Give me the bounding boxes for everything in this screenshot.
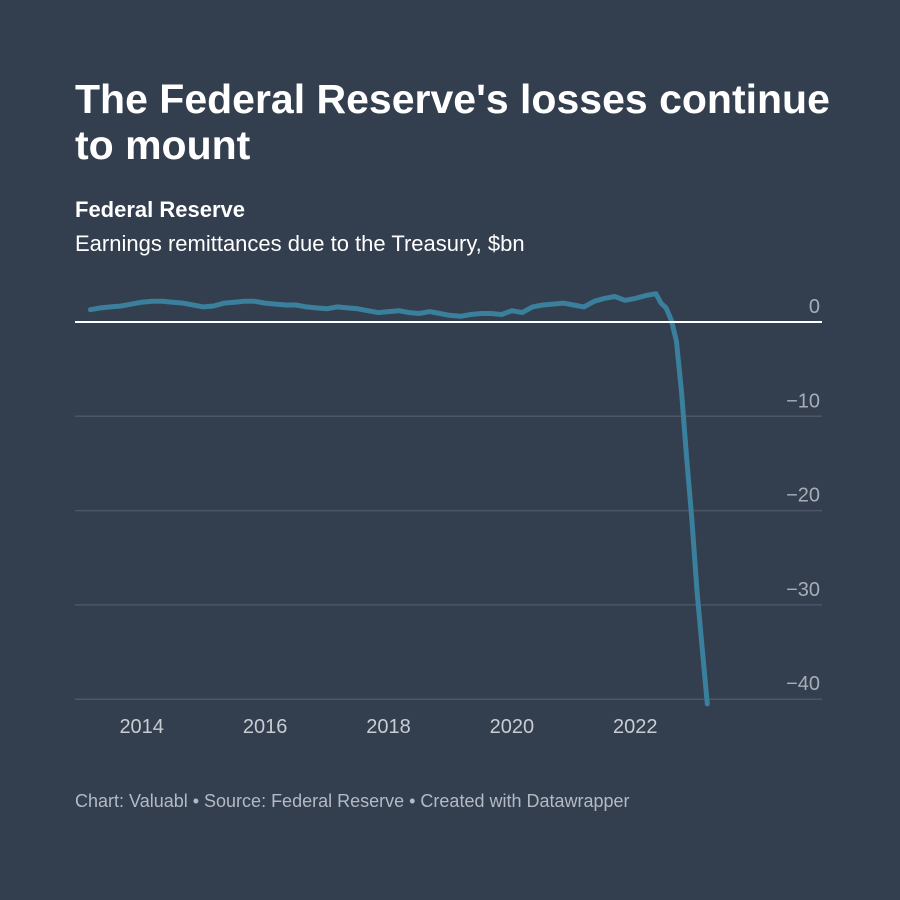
chart-title: The Federal Reserve's losses continue to… [75,76,830,168]
axis-labels: 0 −10 −20 −30 −40 2014 2016 2018 2020 2022 [119,296,820,738]
x-tick-label: 2022 [613,716,658,738]
x-tick-label: 2014 [119,716,164,738]
y-tick-label: −30 [786,579,820,601]
series-line [87,291,710,707]
y-tick-label: −10 [786,390,820,412]
y-tick-label: −20 [786,485,820,507]
chart-subtitle: Earnings remittances due to the Treasury… [75,231,525,256]
x-tick-label: 2016 [243,716,288,738]
chart-footer: Chart: Valuabl • Source: Federal Reserve… [75,791,630,811]
y-tick-label: −40 [786,673,820,695]
grid-layer [75,415,822,700]
x-tick-label: 2020 [490,716,535,738]
series-layer [75,291,822,707]
y-tick-label: 0 [809,296,820,318]
x-tick-label: 2018 [366,716,411,738]
chart-label: Federal Reserve [75,197,245,222]
